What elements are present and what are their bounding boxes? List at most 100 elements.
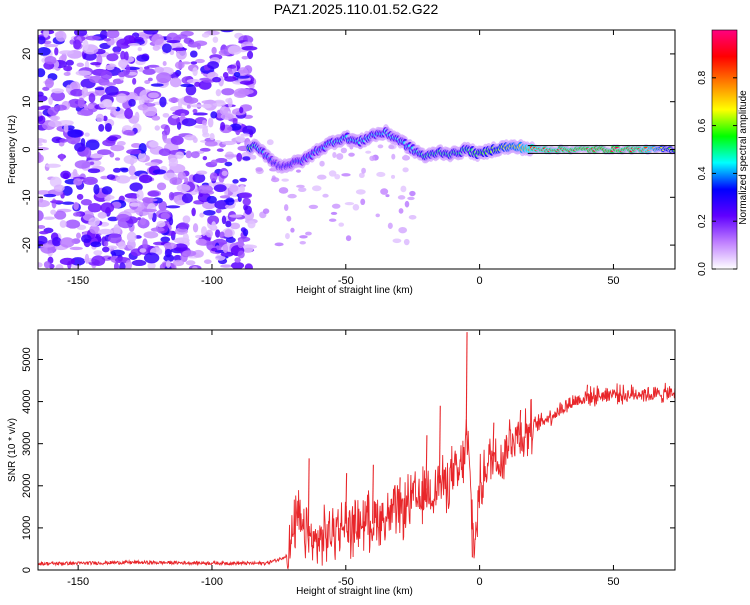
spectrogram-image: [38, 30, 675, 269]
noise-cell: [194, 124, 209, 129]
snr-y-tick-label: 1000: [21, 516, 33, 540]
noise-cell: [85, 139, 100, 151]
spectrogram-x-tick-label: -100: [201, 275, 223, 287]
noise-cell: [169, 177, 183, 186]
noise-cell: [103, 38, 111, 42]
noise-cell: [102, 246, 110, 253]
noise-cell: [59, 220, 67, 228]
noise-cell: [168, 191, 175, 201]
noise-cell: [175, 151, 185, 159]
noise-cell: [38, 36, 46, 45]
noise-cell: [404, 200, 410, 208]
spectrogram-y-tick-label: 10: [21, 96, 33, 108]
noise-cell: [221, 170, 228, 176]
noise-cell: [60, 170, 72, 179]
noise-cell: [163, 254, 175, 262]
noise-cell: [102, 115, 108, 122]
noise-cell: [61, 201, 75, 205]
noise-cell: [110, 249, 125, 257]
noise-cell: [185, 260, 196, 266]
noise-cell: [177, 171, 186, 180]
noise-cell: [224, 229, 233, 238]
noise-cell: [192, 266, 198, 269]
noise-cell: [232, 118, 238, 126]
spectrogram-y-tick-label: -20: [21, 237, 33, 253]
noise-cell: [221, 215, 227, 225]
noise-cell: [38, 146, 49, 151]
noise-cell: [192, 173, 206, 184]
noise-cell: [97, 149, 112, 156]
noise-cell: [283, 204, 289, 212]
noise-cell: [44, 78, 54, 89]
noise-cell: [143, 30, 159, 35]
noise-cell: [142, 238, 148, 250]
noise-cell: [84, 132, 90, 137]
noise-cell: [201, 226, 208, 236]
noise-cell: [192, 108, 198, 114]
noise-cell: [70, 88, 84, 97]
noise-cell: [44, 43, 59, 48]
snr-y-tick-label: 3000: [21, 431, 33, 455]
noise-cell: [238, 192, 253, 199]
noise-cell: [114, 157, 121, 161]
noise-cell: [38, 190, 51, 195]
noise-cell: [195, 58, 205, 64]
colorbar-label: Normalized spectral amplitude: [738, 90, 749, 225]
noise-cell: [107, 136, 118, 142]
noise-cell: [341, 173, 351, 177]
noise-cell: [123, 129, 135, 136]
noise-cell: [156, 182, 167, 191]
noise-cell: [255, 167, 263, 172]
noise-cell: [222, 244, 229, 254]
snr-spike: [345, 473, 348, 524]
noise-cell: [298, 187, 307, 193]
noise-cell: [189, 50, 198, 58]
noise-cell: [218, 49, 232, 56]
noise-cell: [207, 117, 214, 128]
noise-cell: [38, 142, 43, 147]
noise-cell: [142, 68, 156, 75]
noise-cell: [172, 259, 185, 267]
noise-cell: [241, 55, 249, 60]
noise-cell: [73, 39, 82, 50]
noise-cell: [89, 75, 104, 84]
noise-cell: [262, 208, 270, 214]
noise-cell: [215, 89, 222, 97]
noise-cell: [81, 234, 92, 243]
noise-cell: [139, 174, 153, 184]
noise-cell: [38, 106, 46, 111]
colorbar-tick-label: 0.8: [697, 70, 708, 84]
noise-cell: [242, 197, 251, 206]
noise-cell: [128, 165, 136, 176]
noise-cell: [113, 262, 119, 269]
noise-cell: [266, 139, 274, 146]
noise-cell: [131, 259, 147, 267]
noise-cell: [100, 70, 113, 80]
noise-cell: [104, 123, 112, 132]
noise-cell: [204, 140, 218, 147]
noise-cell: [49, 115, 61, 121]
noise-cell: [38, 210, 44, 222]
noise-cell: [237, 67, 249, 77]
noise-cell: [211, 221, 217, 230]
noise-cell: [209, 172, 218, 182]
noise-cell: [82, 176, 98, 186]
noise-cell: [72, 212, 81, 217]
noise-cell: [63, 123, 69, 133]
noise-cell: [74, 160, 91, 169]
noise-cell: [192, 112, 208, 116]
noise-cell: [38, 115, 46, 125]
noise-cell: [123, 198, 138, 203]
noise-cell: [190, 151, 200, 159]
noise-cell: [40, 244, 55, 248]
noise-cell: [63, 71, 71, 76]
noise-cell: [212, 76, 222, 83]
noise-cell: [212, 36, 219, 43]
noise-cell: [355, 189, 366, 195]
noise-cell: [403, 238, 410, 246]
noise-cell: [80, 199, 93, 206]
spectrogram-x-tick-label: -50: [338, 275, 354, 287]
noise-cell: [391, 153, 396, 160]
noise-cell: [81, 86, 89, 98]
noise-cell: [120, 50, 126, 61]
